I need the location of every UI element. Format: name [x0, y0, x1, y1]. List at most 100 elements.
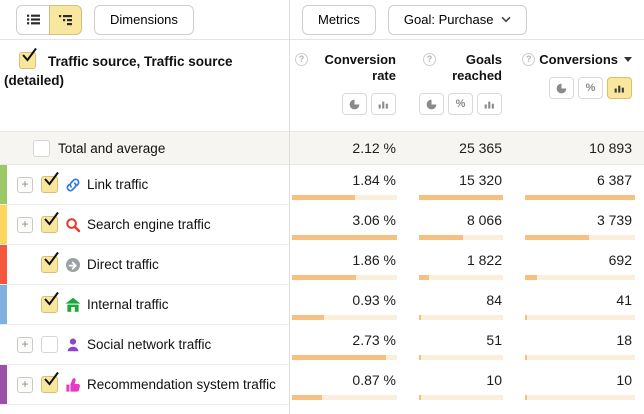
- row-color-stripe: [0, 365, 7, 404]
- metric-bar: [525, 355, 635, 360]
- home-icon: [65, 297, 81, 313]
- row-checkbox[interactable]: [41, 251, 59, 273]
- metric-bar: [419, 315, 503, 320]
- list-view-button[interactable]: [16, 4, 49, 35]
- toolbar: Dimensions Metrics Goal: Purchase: [0, 0, 644, 40]
- metric-title-conversion-rate[interactable]: ? Conversion rate: [295, 52, 396, 84]
- metric-title-conversions[interactable]: ? Conversions: [522, 52, 632, 68]
- row-color-stripe: [0, 285, 7, 324]
- metric-value: 10: [616, 372, 632, 388]
- metric-bar: [419, 235, 503, 240]
- row-checkbox[interactable]: [41, 211, 59, 233]
- person-icon: [65, 337, 81, 353]
- metric-value: 1 822: [466, 252, 502, 268]
- pie-chart-icon[interactable]: [342, 93, 367, 115]
- panel-divider: [289, 0, 290, 414]
- thumb-up-icon: [65, 377, 81, 393]
- list-view-icon: [26, 14, 40, 25]
- table-row: + Link traffic 1.84 % 15 320 6 387: [0, 165, 644, 205]
- row-label[interactable]: Internal traffic: [87, 297, 169, 312]
- metric-title-label: Conversion rate: [324, 52, 396, 83]
- metric-view-buttons: %: [549, 77, 632, 99]
- tree-view-icon: [59, 15, 72, 26]
- metric-value: 692: [608, 252, 632, 268]
- row-checkbox[interactable]: [41, 171, 59, 193]
- metric-title-goals-reached[interactable]: ? Goals reached: [423, 52, 502, 84]
- metric-headers: ? Conversion rate ? Goals reached: [289, 40, 644, 131]
- metric-column-header-goals-reached: ? Goals reached %: [406, 40, 512, 131]
- metric-bar: [292, 235, 397, 240]
- goal-selector-label: Goal: Purchase: [403, 12, 494, 27]
- metric-value: 84: [486, 292, 502, 308]
- bar-chart-icon[interactable]: [371, 93, 396, 115]
- row-color-stripe: [0, 325, 7, 364]
- row-color-stripe: [0, 165, 7, 204]
- metric-column-header-conversion-rate: ? Conversion rate: [289, 40, 406, 131]
- help-icon[interactable]: ?: [423, 53, 436, 66]
- metric-value: 0.93 %: [352, 292, 396, 308]
- table-row: Internal traffic 0.93 % 84 41: [0, 285, 644, 325]
- row-checkbox[interactable]: [41, 336, 58, 353]
- metric-title-label: Conversions: [539, 52, 618, 67]
- row-color-stripe: [0, 245, 7, 284]
- metric-value: 0.87 %: [352, 372, 396, 388]
- dimension-header-label: Traffic source, Traffic source (detailed…: [4, 54, 233, 88]
- dimension-select-all-checkbox[interactable]: [19, 47, 37, 69]
- metric-bar: [525, 315, 635, 320]
- expand-button[interactable]: +: [17, 176, 33, 193]
- metric-bar: [292, 395, 397, 400]
- expand-button[interactable]: +: [17, 376, 33, 393]
- row-checkbox[interactable]: [41, 291, 59, 313]
- metric-bar: [525, 395, 635, 400]
- metric-title-label: Goals reached: [452, 52, 502, 83]
- metric-bar: [525, 275, 635, 280]
- direct-arrow-icon: [65, 257, 81, 273]
- metric-value: 15 320: [459, 172, 502, 188]
- metric-value: 41: [616, 292, 632, 308]
- row-color-stripe: [0, 205, 7, 244]
- metric-value: 51: [486, 332, 502, 348]
- total-row-checkbox[interactable]: [33, 139, 50, 157]
- pie-chart-icon[interactable]: [419, 93, 444, 115]
- row-label[interactable]: Recommendation system traffic: [87, 377, 276, 392]
- help-icon[interactable]: ?: [295, 53, 308, 66]
- total-row: Total and average 2.12 % 25 365 10 893: [0, 131, 644, 165]
- expand-button[interactable]: +: [17, 336, 33, 353]
- row-label[interactable]: Social network traffic: [87, 337, 212, 352]
- metric-view-buttons: %: [419, 93, 502, 115]
- pie-chart-icon[interactable]: [549, 77, 574, 99]
- metric-column-header-conversions: ? Conversions %: [512, 40, 644, 131]
- total-conversion-rate: 2.12 %: [352, 140, 396, 156]
- dimensions-button[interactable]: Dimensions: [94, 4, 194, 35]
- row-label[interactable]: Direct traffic: [87, 257, 159, 272]
- percent-icon[interactable]: %: [578, 77, 603, 99]
- table-row: Direct traffic 1.86 % 1 822 692: [0, 245, 644, 285]
- percent-icon[interactable]: %: [448, 93, 473, 115]
- metrics-button[interactable]: Metrics: [302, 4, 376, 35]
- metric-bar: [292, 355, 397, 360]
- tree-view-button[interactable]: [49, 4, 82, 35]
- chevron-down-icon: [500, 16, 511, 23]
- metric-bar: [525, 195, 635, 200]
- metric-value: 1.86 %: [352, 252, 396, 268]
- row-label[interactable]: Search engine traffic: [87, 217, 211, 232]
- table-header: Traffic source, Traffic source (detailed…: [0, 40, 644, 131]
- metric-value: 10: [486, 372, 502, 388]
- bar-chart-icon[interactable]: [477, 93, 502, 115]
- help-icon[interactable]: ?: [522, 53, 536, 66]
- row-checkbox[interactable]: [41, 371, 59, 393]
- metric-bar: [419, 355, 503, 360]
- table-row: + Search engine traffic 3.06 % 8 066 3 7…: [0, 205, 644, 245]
- goal-selector-button[interactable]: Goal: Purchase: [387, 4, 527, 35]
- metric-value: 6 387: [596, 172, 632, 188]
- table-row: + Social network traffic 2.73 % 51 18: [0, 325, 644, 365]
- table-row: + Recommendation system traffic 0.87 % 1…: [0, 365, 644, 405]
- expand-button[interactable]: +: [17, 216, 33, 233]
- row-label[interactable]: Link traffic: [87, 177, 149, 192]
- toolbar-right: Metrics Goal: Purchase: [289, 4, 644, 35]
- bar-chart-icon[interactable]: [607, 77, 632, 99]
- sort-desc-icon: [624, 57, 632, 62]
- metric-bar: [292, 315, 397, 320]
- link-icon: [65, 177, 81, 193]
